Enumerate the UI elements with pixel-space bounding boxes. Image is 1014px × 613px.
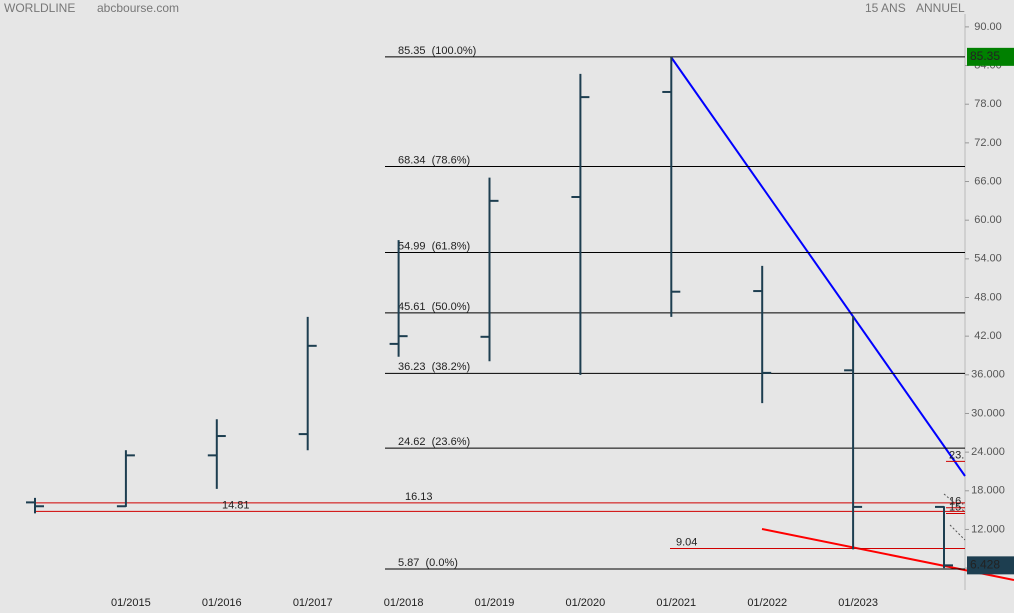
x-tick-label: 01/2015 [111,597,151,609]
level-label: 36.23 (38.2%) [398,361,470,373]
price-tag-label: 85.35 [970,49,1000,63]
x-tick-label: 01/2017 [293,597,333,609]
period: 15 ANS [865,1,906,15]
source: abcbourse.com [97,1,179,15]
edge-label: 23. [949,449,964,461]
y-tick-label: 60.00 [974,214,1002,226]
trend-line [670,56,966,477]
y-tick-label: 72.00 [974,137,1002,149]
x-tick-label: 01/2022 [747,597,787,609]
level-label: 54.99 (61.8%) [398,240,470,252]
level-label: 5.87 (0.0%) [398,557,458,569]
level-label: 14.81 [222,499,250,511]
level-label: 85.35 (100.0%) [398,45,476,57]
price-tag [967,47,1014,66]
level-label: 45.61 (50.0%) [398,301,470,313]
level-label: 24.62 (23.6%) [398,436,470,448]
x-tick-label: 01/2016 [202,597,242,609]
y-tick-label: 48.00 [974,291,1002,303]
projection [949,524,966,541]
edge-label: 15 [949,501,961,513]
interval: ANNUEL [916,1,965,15]
price-tag-label: 6.428 [970,558,1000,572]
chart-title: WORLDLINE [4,1,75,15]
y-tick-label: 54.00 [974,253,1002,265]
y-tick-label: 30.000 [971,407,1005,419]
y-tick-label: 78.00 [974,98,1002,110]
x-tick-label: 01/2023 [838,597,878,609]
y-tick-label: 66.00 [974,175,1002,187]
price-tag [967,556,1014,575]
level-label: 68.34 (78.6%) [398,154,470,166]
y-tick-label: 90.00 [974,21,1002,33]
y-tick-label: 24.000 [971,446,1005,458]
y-tick-label: 18.000 [971,485,1005,497]
x-tick-label: 01/2021 [656,597,696,609]
x-tick-label: 01/2018 [384,597,424,609]
y-tick-label: 42.00 [974,330,1002,342]
x-tick-label: 01/2019 [475,597,515,609]
edge-label: 16. [949,496,964,508]
level-label: 9.04 [676,536,697,548]
x-tick-label: 01/2020 [566,597,606,609]
y-tick-label: 36.000 [971,369,1005,381]
level-label: 16.13 [405,491,433,503]
y-tick-label: 12.000 [971,523,1005,535]
